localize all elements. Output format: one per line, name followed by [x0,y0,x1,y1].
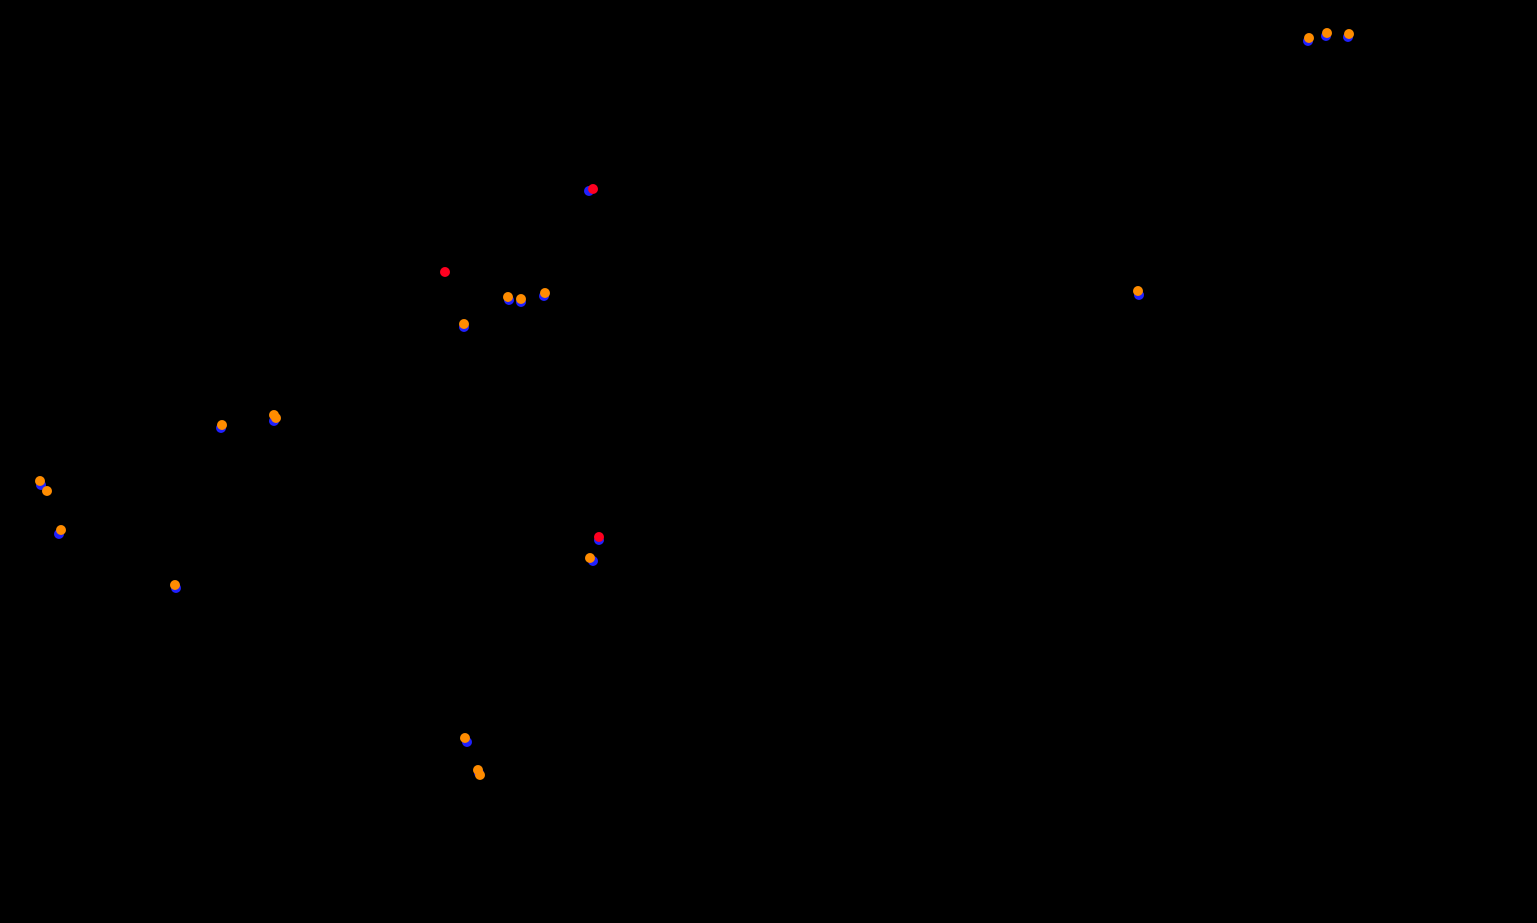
point-orange [170,580,180,590]
point-orange [460,733,470,743]
point-orange [56,525,66,535]
point-orange [516,294,526,304]
point-orange [1133,286,1143,296]
point-orange [459,319,469,329]
point-orange [1322,28,1332,38]
point-orange [217,420,227,430]
plot-background [0,0,1537,923]
point-red [588,184,598,194]
point-orange [503,292,513,302]
point-orange [540,288,550,298]
point-orange [271,413,281,423]
point-orange [1344,29,1354,39]
point-orange [1304,33,1314,43]
point-orange [35,476,45,486]
point-red [440,267,450,277]
point-orange [42,486,52,496]
point-orange [475,770,485,780]
point-orange [585,553,595,563]
point-red [594,532,604,542]
scatter-plot [0,0,1537,923]
